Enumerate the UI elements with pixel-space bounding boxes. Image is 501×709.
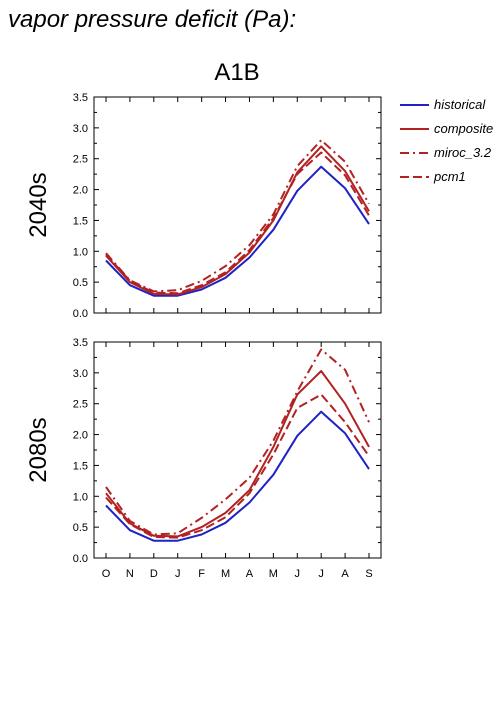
- y-tick-label: 3.5: [73, 92, 88, 104]
- x-tick-label: D: [150, 568, 158, 580]
- x-tick-label: M: [221, 568, 230, 580]
- y-axis-label: 2080s: [25, 417, 52, 482]
- y-tick-label: 1.0: [73, 491, 88, 503]
- y-tick-label: 0.0: [73, 308, 88, 320]
- y-tick-label: 1.5: [73, 215, 88, 227]
- x-tick-label: J: [295, 568, 301, 580]
- y-tick-label: 2.5: [73, 154, 88, 166]
- legend: historical composite miroc_3.2 pcm1: [400, 97, 493, 184]
- series-line-historical: [105, 165, 370, 297]
- x-tick-label: A: [246, 568, 254, 580]
- x-tick-label: A: [341, 568, 349, 580]
- figure-title: vapor pressure deficit (Pa):: [8, 6, 297, 33]
- series-line-historical: [105, 410, 370, 542]
- y-tick-label: 0.0: [73, 553, 88, 565]
- y-tick-label: 0.5: [73, 277, 88, 289]
- x-tick-label: N: [126, 568, 134, 580]
- x-tick-label: O: [102, 568, 111, 580]
- y-tick-label: 3.0: [73, 368, 88, 380]
- legend-label-historical: historical: [434, 97, 486, 112]
- y-tick-label: 1.5: [73, 460, 88, 472]
- legend-label-pcm1: pcm1: [433, 169, 466, 184]
- y-tick-label: 2.0: [73, 185, 88, 197]
- legend-label-miroc_3.2: miroc_3.2: [434, 145, 492, 160]
- panel-2040s: 0.0 0.5 1.0 1.5 2.0 2.5 3.0 3.5 2040s: [25, 92, 382, 320]
- y-tick-label: 3.5: [73, 337, 88, 349]
- series-line-composite: [105, 145, 370, 296]
- y-tick-label: 2.0: [73, 430, 88, 442]
- series-line-pcm1: [105, 393, 370, 539]
- y-axis-label: 2040s: [25, 172, 52, 237]
- x-tick-label: J: [175, 568, 181, 580]
- y-tick-label: 2.5: [73, 399, 88, 411]
- y-tick-label: 1.0: [73, 246, 88, 258]
- chart-title: A1B: [214, 59, 259, 86]
- panel-2080s: 0.0 0.5 1.0 1.5 2.0 2.5 3.0 3.5 O N D J F M A M J J A S 2080…: [25, 337, 382, 580]
- x-tick-label: F: [198, 568, 205, 580]
- x-tick-label: M: [269, 568, 278, 580]
- plot-frame: [93, 341, 382, 559]
- legend-label-composite: composite: [434, 121, 493, 136]
- x-tick-label: S: [365, 568, 372, 580]
- y-tick-label: 0.5: [73, 522, 88, 534]
- y-tick-label: 3.0: [73, 123, 88, 135]
- x-tick-label: J: [318, 568, 324, 580]
- series-line-pcm1: [105, 151, 370, 295]
- plot-frame: [93, 96, 382, 314]
- series-line-miroc_3.2: [105, 348, 370, 536]
